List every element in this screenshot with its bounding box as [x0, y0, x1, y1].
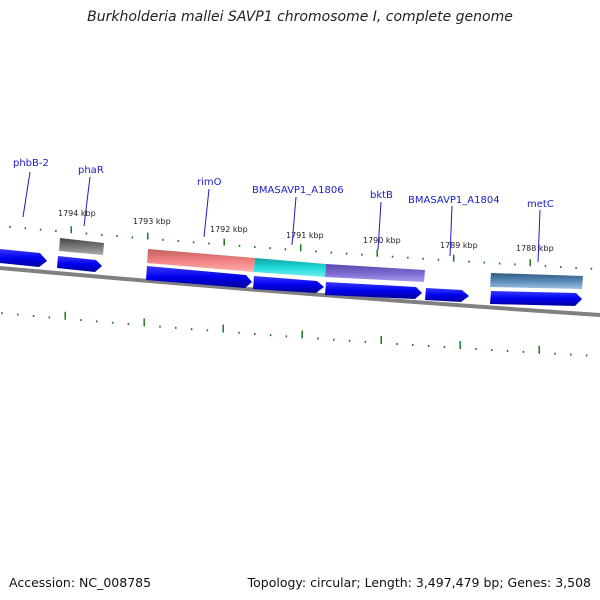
feature-metC-band	[490, 273, 583, 289]
cds-bma1804-arrow	[425, 288, 469, 302]
tick-label-1793: 1793 kbp	[133, 217, 171, 226]
tick-label-1790: 1790 kbp	[363, 236, 401, 245]
cds-rimO-arrow	[146, 266, 252, 288]
genome-backbone	[0, 266, 600, 317]
cds-bktB-arrow	[325, 282, 422, 299]
cds-phaR-arrow	[57, 256, 102, 272]
topology-text: Topology: circular; Length: 3,497,479 bp…	[247, 575, 591, 590]
gene-label-phaR[interactable]: phaR	[78, 165, 104, 176]
feature-rimO-band	[147, 249, 255, 272]
cds-phbB-2-arrow	[0, 249, 47, 267]
cds-metC-arrow	[490, 291, 582, 306]
tick-label-1794: 1794 kbp	[58, 209, 96, 218]
inner-ticks	[1, 311, 588, 357]
map-title: Burkholderia mallei SAVP1 chromosome I, …	[87, 9, 513, 25]
cds-bma1806-arrow	[253, 276, 324, 293]
tick-label-1789: 1789 kbp	[440, 241, 478, 250]
tick-label-1791: 1791 kbp	[286, 231, 324, 240]
tick-label-1788: 1788 kbp	[516, 244, 554, 253]
gene-label-phbB-2[interactable]: phbB-2	[13, 158, 49, 169]
feature-bma1806-band	[254, 258, 326, 277]
gene-label-leaders	[22, 171, 541, 263]
outer-ticks	[9, 225, 593, 270]
feature-bktB-band	[325, 264, 425, 282]
accession-text: Accession: NC_008785	[9, 575, 152, 590]
tick-label-1792: 1792 kbp	[210, 225, 248, 234]
gene-label-rimO[interactable]: rimO	[197, 177, 222, 188]
gene-label-bma1806[interactable]: BMASAVP1_A1806	[252, 185, 344, 196]
gene-label-bma1804[interactable]: BMASAVP1_A1804	[408, 195, 500, 206]
feature-phaR-band	[59, 238, 104, 255]
gene-label-metC[interactable]: metC	[527, 199, 554, 210]
gene-label-bktB[interactable]: bktB	[370, 190, 393, 201]
